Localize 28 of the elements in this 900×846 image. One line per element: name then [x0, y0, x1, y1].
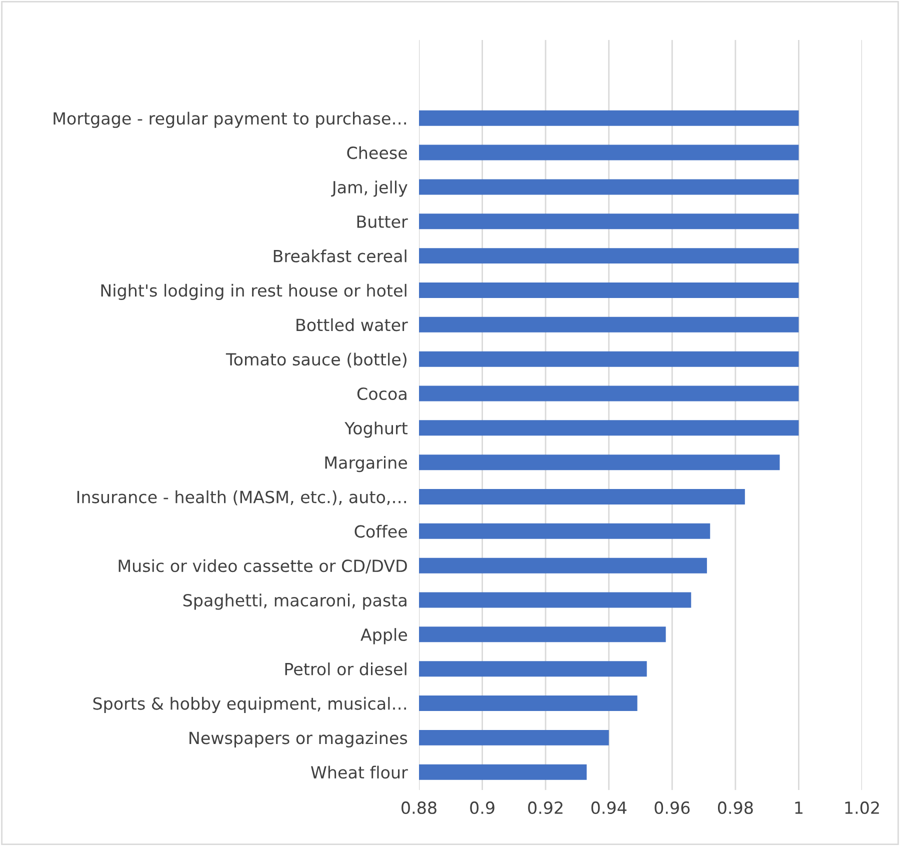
x-tick-label: 0.9	[470, 801, 494, 814]
y-tick-label: Apple	[360, 628, 407, 644]
y-tick-label: Wheat flour	[310, 766, 408, 779]
y-tick-label: Butter	[357, 216, 408, 228]
y-tick-label: Tomato sauce (bottle)	[226, 352, 406, 368]
y-tick-label: Insurance - health (MASM, etc.), auto,…	[77, 490, 406, 506]
y-tick-label: Night's lodging in rest house or hotel	[101, 284, 406, 300]
y-tick-label: Coffee	[354, 524, 407, 538]
y-tick-label: Sports & hobby equipment, musical…	[93, 696, 406, 714]
y-tick-label: Cocoa	[357, 387, 406, 400]
x-tick-label: 0.94	[591, 801, 626, 814]
x-tick-label: 1	[795, 802, 802, 814]
y-tick-label: Cheese	[347, 146, 407, 160]
y-tick-label: Petrol or diesel	[285, 662, 406, 676]
y-tick-label: Yoghurt	[344, 422, 408, 438]
x-tick-label: 0.92	[528, 801, 562, 814]
y-tick-label: Newspapers or magazines	[190, 731, 408, 748]
y-tick-label: Breakfast cereal	[274, 249, 406, 262]
x-tick-label: 1.02	[845, 801, 879, 814]
y-tick-label: Jam, jelly	[331, 180, 408, 197]
x-tick-label: 0.98	[718, 801, 753, 814]
x-tick-label: 0.88	[402, 801, 436, 814]
y-tick-label: Mortgage - regular payment to purchase…	[54, 112, 406, 128]
y-tick-label: Spaghetti, macaroni, pasta	[183, 594, 406, 610]
y-tick-label: Margarine	[325, 456, 407, 472]
y-tick-label: Bottled water	[296, 318, 408, 332]
x-tick-label: 0.96	[654, 801, 690, 814]
y-tick-label: Music or video cassette or CD/DVD	[118, 559, 407, 574]
